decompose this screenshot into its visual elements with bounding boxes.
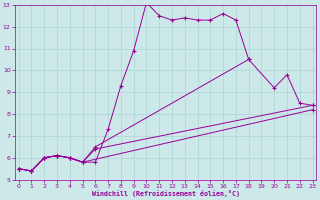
X-axis label: Windchill (Refroidissement éolien,°C): Windchill (Refroidissement éolien,°C) [92, 190, 240, 197]
